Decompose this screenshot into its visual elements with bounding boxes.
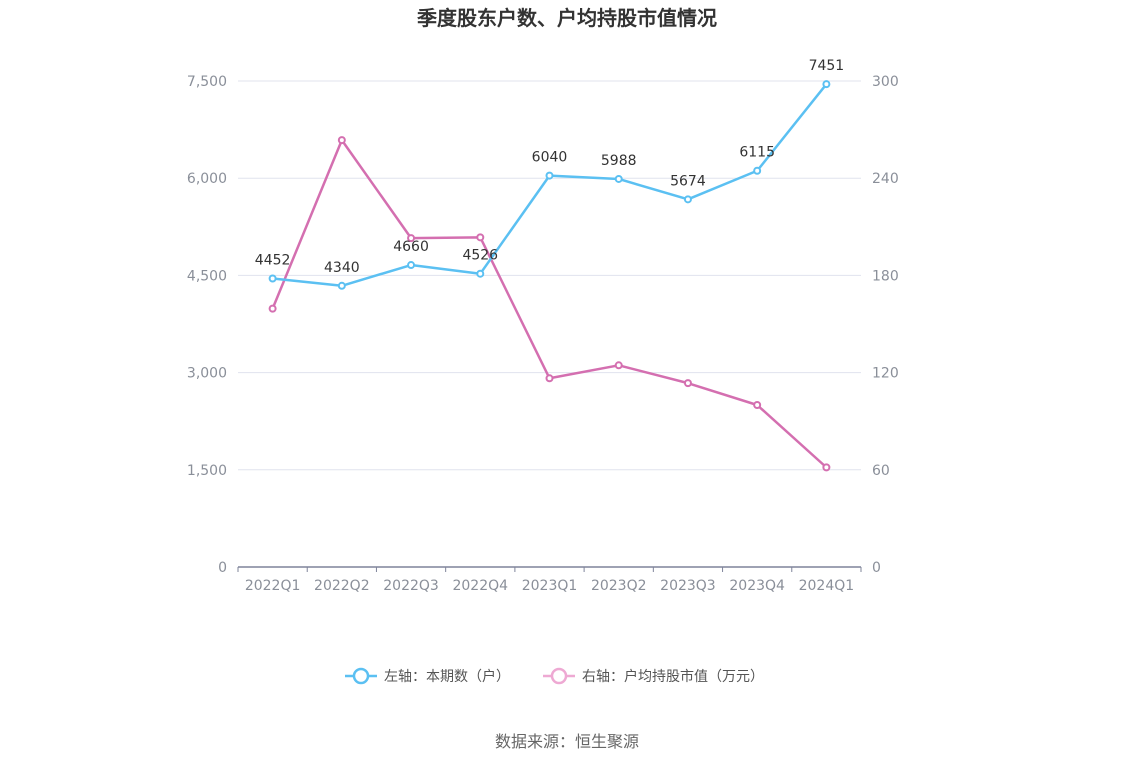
x-axis-tick-label: 2022Q1 (245, 578, 301, 594)
x-axis-tick-label: 2022Q3 (383, 578, 439, 594)
holders-count-line (272, 83, 828, 288)
holders-count-point (268, 274, 277, 283)
source-note: 数据来源：恒生聚源 (495, 732, 639, 751)
avg-holding-value-point (337, 136, 346, 145)
x-axis-tick-label: 2023Q1 (522, 578, 578, 594)
x-axis-tick-label: 2024Q1 (799, 578, 855, 594)
data-label: 4660 (393, 239, 429, 255)
data-label: 6115 (739, 145, 775, 161)
avg-holding-value-point (545, 374, 554, 383)
data-label: 4340 (324, 260, 360, 276)
avg-holding-value-point (268, 304, 277, 313)
legend-label: 右轴：户均持股市值（万元） (582, 668, 764, 685)
left-axis-tick-label: 7,500 (187, 74, 227, 90)
data-label: 5674 (670, 173, 706, 189)
holders-count-point (407, 261, 416, 270)
data-label: 5988 (601, 153, 637, 169)
data-label: 6040 (532, 150, 568, 166)
x-axis-tick-label: 2022Q2 (314, 578, 370, 594)
avg-holding-value-point (614, 361, 623, 370)
legend[interactable]: 左轴：本期数（户） 右轴：户均持股市值（万元） (345, 667, 764, 685)
holders-count-point (614, 174, 623, 183)
avg-holding-value-point (822, 463, 831, 472)
right-axis-tick-label: 240 (872, 171, 899, 187)
right-axis-tick-label: 60 (872, 463, 890, 479)
holders-count-point (476, 269, 485, 278)
avg-holding-value-point (476, 233, 485, 242)
data-labels: 4452 4340 4660 4526 6040 5988 5674 6115 7451 (255, 58, 844, 276)
x-axis-tick-label: 2023Q4 (729, 578, 785, 594)
holders-count-point (753, 166, 762, 175)
data-label: 7451 (809, 58, 845, 74)
left-axis-tick-label: 6,000 (187, 171, 227, 187)
left-axis-tick-label: 1,500 (187, 463, 227, 479)
chart-title: 季度股东户数、户均持股市值情况 (416, 6, 717, 30)
legend-marker-icon (550, 667, 568, 685)
left-axis-tick-label: 4,500 (187, 268, 227, 284)
data-label: 4526 (462, 248, 498, 264)
left-axis-tick-label: 0 (218, 560, 227, 576)
left-axis-tick-label: 3,000 (187, 366, 227, 382)
x-axis-tick-label: 2023Q2 (591, 578, 647, 594)
holders-count-point (545, 171, 554, 180)
legend-marker-icon (352, 667, 370, 685)
avg-holding-value-point (407, 234, 416, 243)
grid (238, 80, 861, 471)
holders-count-point (337, 281, 346, 290)
holders-count-point (822, 80, 831, 89)
axes: 0 0 1,500 60 3,000 120 4,500 180 6,000 240 7,500 30… (187, 74, 899, 594)
right-axis-tick-label: 0 (872, 560, 881, 576)
right-axis-tick-label: 180 (872, 268, 899, 284)
avg-holding-value-point (683, 379, 692, 388)
x-axis-tick-label: 2023Q3 (660, 578, 716, 594)
series (268, 80, 831, 472)
avg-holding-value-point (753, 401, 762, 409)
legend-label: 左轴：本期数（户） (384, 668, 510, 685)
legend-item-avg-holding-value[interactable]: 右轴：户均持股市值（万元） (543, 667, 764, 685)
x-axis-tick-label: 2022Q4 (452, 578, 508, 594)
data-label: 4452 (255, 253, 291, 269)
holders-count-point (683, 195, 692, 204)
avg-holding-value-line (271, 138, 828, 469)
right-axis-tick-label: 120 (872, 366, 899, 382)
right-axis-tick-label: 300 (872, 74, 899, 90)
legend-item-holders-count[interactable]: 左轴：本期数（户） (345, 667, 510, 685)
